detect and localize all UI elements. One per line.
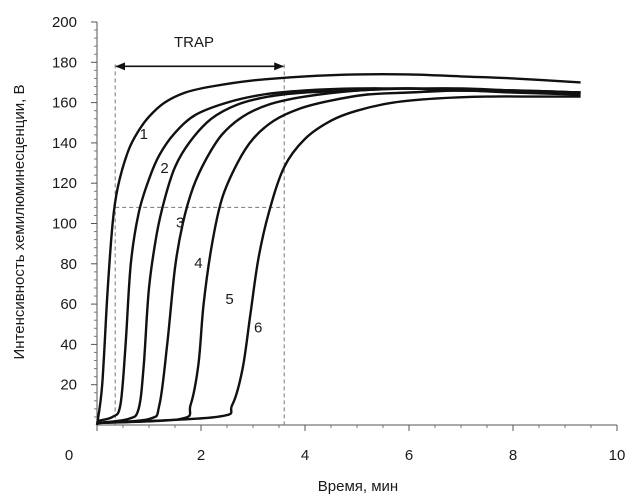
x-tick-label: 0 xyxy=(65,447,73,464)
curve-label-6: 6 xyxy=(254,319,262,336)
reference-lines xyxy=(114,62,285,425)
curve-6 xyxy=(96,95,581,425)
curve-label-5: 5 xyxy=(225,291,233,308)
x-tick-label: 6 xyxy=(405,447,413,464)
y-tick-label: 40 xyxy=(60,336,77,353)
y-tick-label: 160 xyxy=(52,95,77,112)
y-tick-label: 200 xyxy=(52,14,77,31)
curve-label-group: 12 3 4 5 6 xyxy=(140,126,263,336)
y-tick-label: 140 xyxy=(52,135,77,152)
curve-label-3: 3 xyxy=(176,215,184,232)
y-tick-label: 180 xyxy=(52,54,77,71)
tick-group: 20 40 60 80 100 120 140 160 180 200 0 2 4 6 8 10 xyxy=(52,14,625,464)
trap-label: TRAP xyxy=(174,34,214,51)
x-tick-label: 4 xyxy=(301,447,309,464)
y-tick-label: 120 xyxy=(52,175,77,192)
curve-1 xyxy=(95,72,581,426)
curve-label-1: 1 xyxy=(140,126,148,143)
x-tick-label: 10 xyxy=(609,447,625,464)
curve-2 xyxy=(96,87,581,423)
y-tick-label: 80 xyxy=(60,256,77,273)
y-tick-label: 100 xyxy=(52,216,77,233)
y-tick-label: 60 xyxy=(60,296,77,313)
curve-4 xyxy=(96,87,581,425)
y-axis-title: Интенсивность хемилюминесценции, В xyxy=(11,85,28,360)
axes xyxy=(96,22,617,426)
x-axis-title: Время, мин xyxy=(318,478,398,495)
curve-label-4: 4 xyxy=(194,255,202,272)
curve-group xyxy=(95,72,581,426)
curve-5 xyxy=(96,89,581,425)
x-tick-label: 8 xyxy=(509,447,517,464)
x-tick-label: 2 xyxy=(197,447,205,464)
curve-label-2: 2 xyxy=(160,160,168,177)
y-tick-label: 20 xyxy=(60,377,77,394)
